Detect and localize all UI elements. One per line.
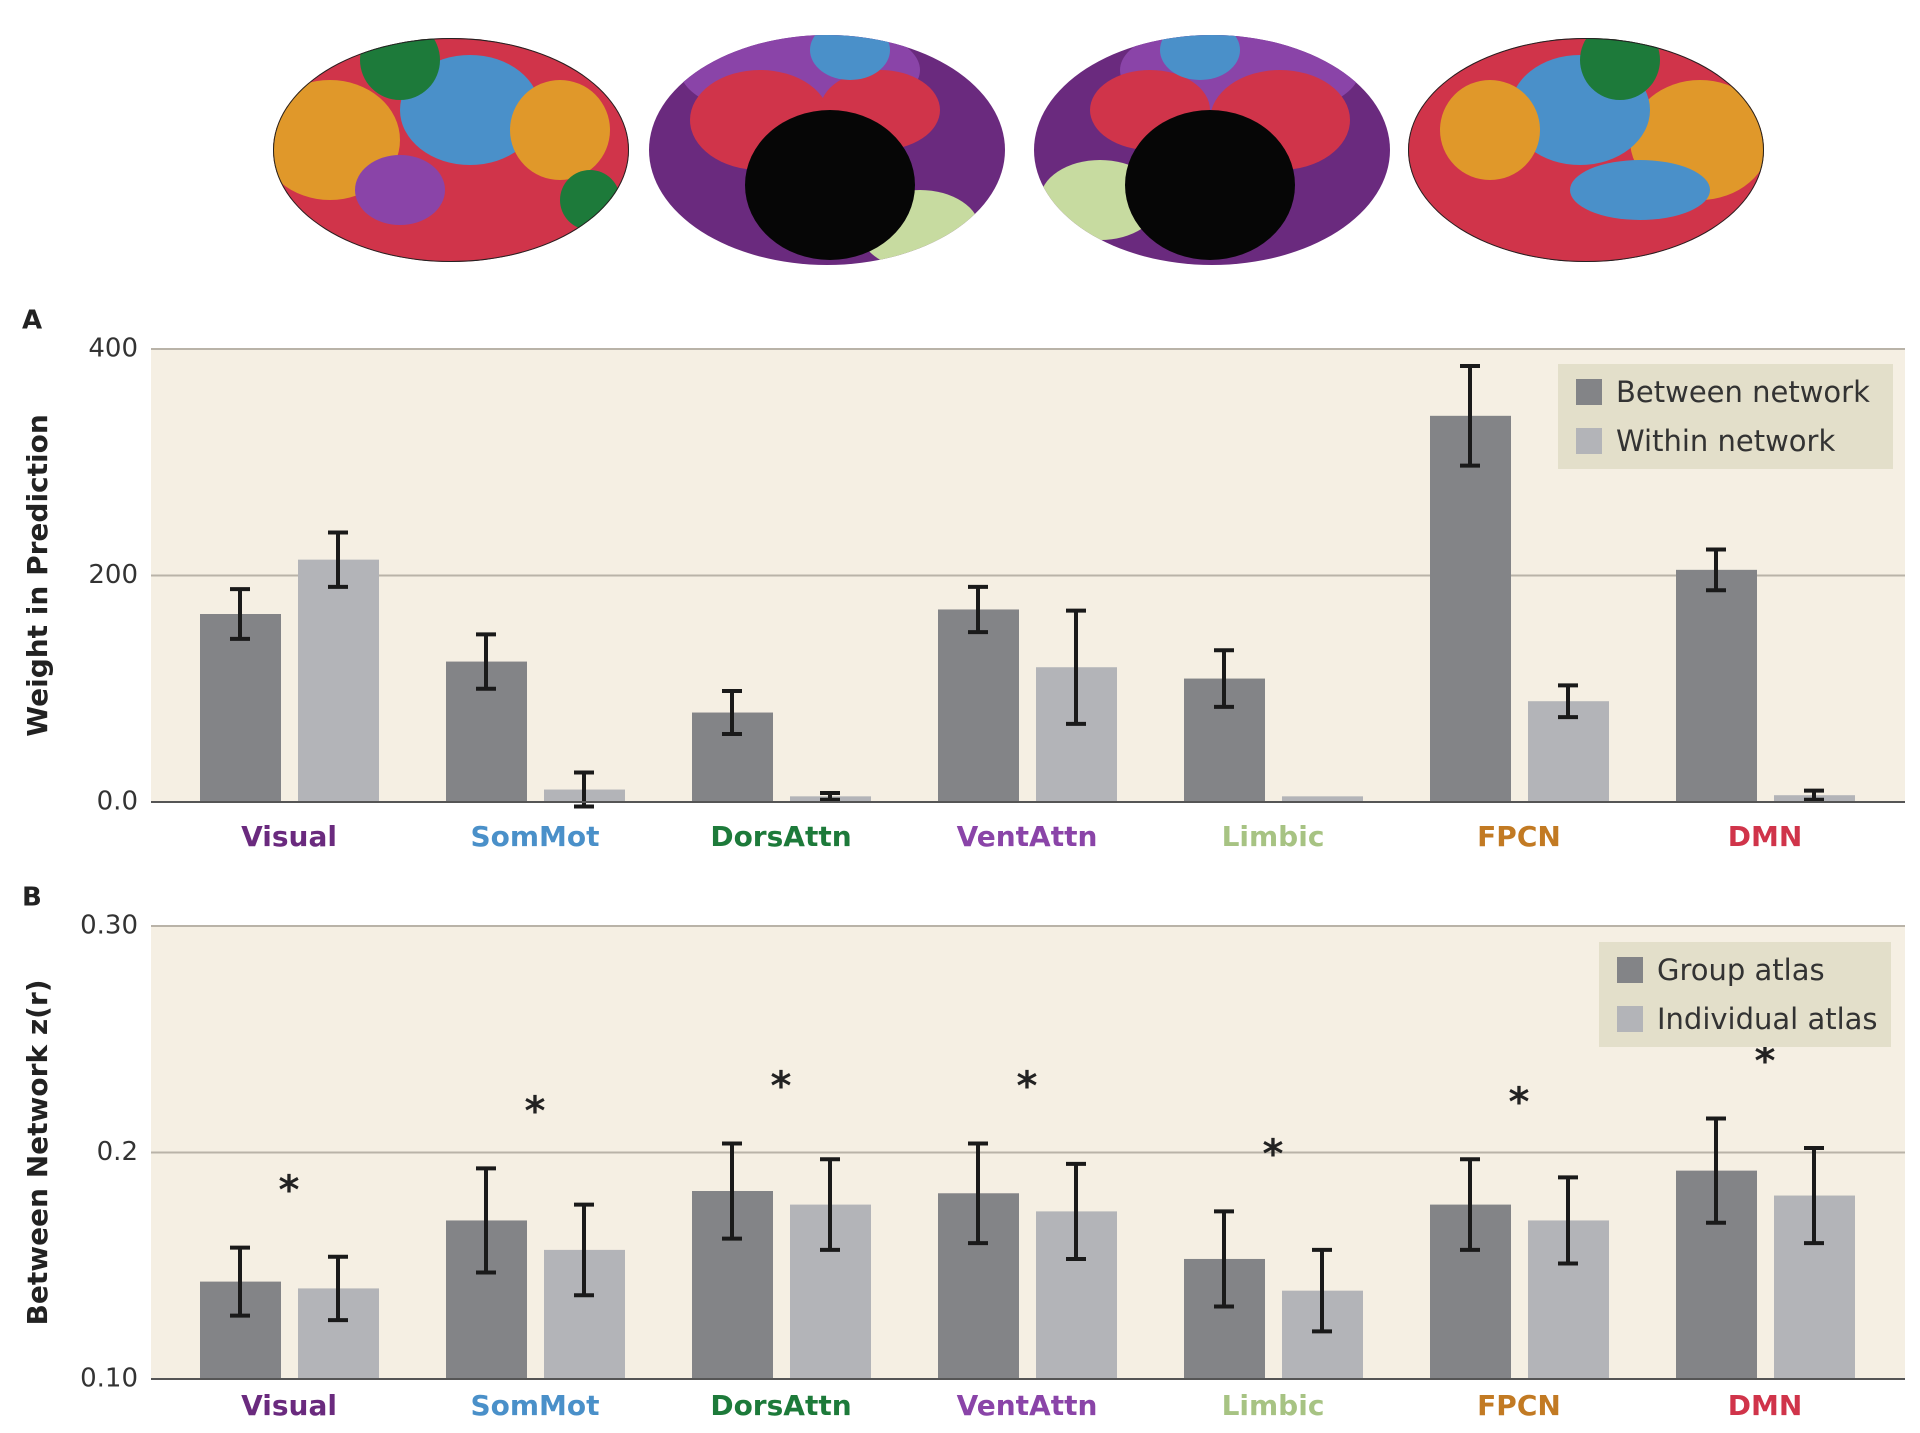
- error-bar: [328, 530, 348, 589]
- error-bar: [1460, 1157, 1480, 1252]
- error-bar: [1066, 1161, 1086, 1261]
- x-tick-label: Limbic: [1222, 1389, 1325, 1422]
- error-bar: [1804, 788, 1824, 802]
- error-bar: [820, 790, 840, 802]
- x-tick-label: FPCN: [1477, 820, 1561, 853]
- error-bar: [230, 1245, 250, 1318]
- y-tick-label: 0.30: [80, 911, 138, 941]
- significance-marker: *: [1755, 1039, 1776, 1085]
- brain-image: [273, 38, 629, 262]
- error-bar: [574, 1202, 594, 1298]
- legend-swatch: [1617, 1006, 1643, 1032]
- x-tick-label: DorsAttn: [710, 1389, 851, 1422]
- legend-swatch: [1576, 379, 1602, 405]
- x-tick-label: FPCN: [1477, 1389, 1561, 1422]
- x-tick-label: SomMot: [470, 820, 599, 853]
- legend-label: Individual atlas: [1657, 1002, 1878, 1036]
- x-tick-label: VentAttn: [957, 820, 1098, 853]
- error-bar: [1706, 547, 1726, 593]
- legend-swatch: [1576, 428, 1602, 454]
- error-bar: [1066, 608, 1086, 726]
- bar: [298, 559, 379, 802]
- significance-marker: *: [525, 1088, 546, 1134]
- brain-image: [1034, 35, 1390, 265]
- x-tick-label: DMN: [1728, 1389, 1803, 1422]
- significance-marker: *: [1263, 1131, 1284, 1177]
- error-bar: [574, 770, 594, 809]
- x-tick-label: DMN: [1728, 820, 1803, 853]
- x-tick-label: Visual: [241, 1389, 337, 1422]
- error-bar: [476, 632, 496, 691]
- error-bar: [968, 584, 988, 635]
- error-bar: [722, 1141, 742, 1241]
- error-bar: [1706, 1116, 1726, 1225]
- error-bar: [1558, 683, 1578, 720]
- panel-label: B: [22, 883, 42, 913]
- legend-label: Between network: [1616, 375, 1870, 409]
- bar: [938, 609, 1019, 802]
- legend-swatch: [1617, 957, 1643, 983]
- x-tick-label: SomMot: [470, 1389, 599, 1422]
- bar: [1430, 415, 1511, 802]
- x-tick-label: VentAttn: [957, 1389, 1098, 1422]
- panel-label: A: [22, 306, 42, 336]
- legend-label: Group atlas: [1657, 953, 1825, 987]
- significance-marker: *: [771, 1063, 792, 1109]
- legend-box: [1558, 364, 1893, 469]
- x-tick-label: Visual: [241, 820, 337, 853]
- error-bar: [1804, 1145, 1824, 1246]
- x-tick-label: Limbic: [1222, 820, 1325, 853]
- bar: [200, 614, 281, 802]
- error-bar: [722, 689, 742, 737]
- error-bar: [1460, 363, 1480, 468]
- error-bar: [1214, 1209, 1234, 1309]
- error-bar: [230, 587, 250, 641]
- significance-marker: *: [279, 1168, 300, 1214]
- y-axis-label: Between Network z(r): [21, 979, 54, 1325]
- x-tick-label: DorsAttn: [710, 820, 851, 853]
- y-tick-label: 200: [88, 560, 138, 590]
- brain-image: [1408, 38, 1764, 262]
- y-tick-label: 0.2: [97, 1137, 138, 1167]
- y-tick-label: 0.10: [80, 1364, 138, 1394]
- error-bar: [328, 1254, 348, 1323]
- error-bar: [476, 1166, 496, 1275]
- bar: [1676, 569, 1757, 802]
- legend-box: [1599, 942, 1891, 1047]
- brain-image: [649, 35, 1005, 265]
- significance-marker: *: [1017, 1063, 1038, 1109]
- error-bar: [1558, 1175, 1578, 1266]
- error-bar: [1312, 1247, 1332, 1334]
- y-axis-label: Weight in Prediction: [21, 414, 54, 737]
- error-bar: [820, 1157, 840, 1252]
- significance-marker: *: [1509, 1079, 1530, 1125]
- y-tick-label: 400: [88, 334, 138, 364]
- error-bar: [1214, 648, 1234, 709]
- error-bar: [968, 1141, 988, 1246]
- legend-label: Within network: [1616, 424, 1835, 458]
- bar: [1282, 796, 1363, 802]
- y-tick-label: 0.0: [97, 787, 138, 817]
